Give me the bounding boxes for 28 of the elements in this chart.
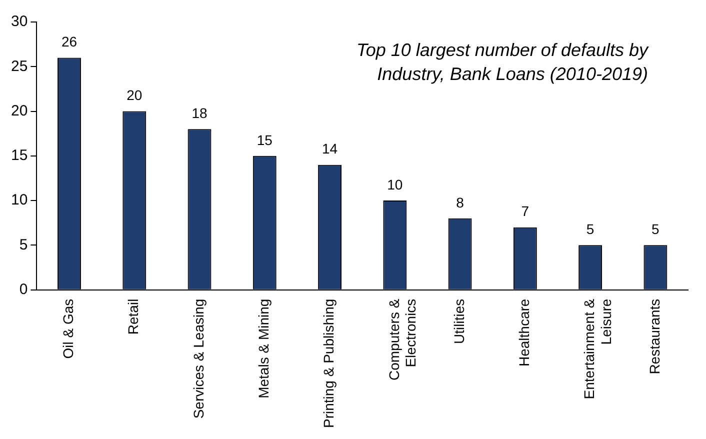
x-tick-label: Restaurants [646, 298, 662, 374]
data-label: 5 [652, 221, 660, 238]
y-tick-label: 30 [10, 13, 28, 30]
text: Top 10 largest number of defaults by Industry, Bank Loans (2010-2019) [356, 40, 649, 84]
x-tick-label: Oil & Gas [60, 298, 76, 359]
data-label: 7 [521, 203, 530, 220]
y-tick-label: 25 [10, 58, 28, 75]
y-tick-label: 0 [19, 280, 28, 298]
x-tick-label: Utilities [450, 298, 467, 344]
x-tick-label: Metals & Mining [256, 298, 272, 398]
data-label: 8 [456, 194, 464, 210]
x-tick-label: Healthcare [516, 298, 532, 367]
x-tick-label: Printing & Publishing [320, 298, 337, 428]
data-label: 26 [61, 34, 78, 50]
y-tick-label: 5 [19, 236, 28, 254]
data-label: 5 [586, 221, 594, 238]
y-tick-label: 20 [10, 102, 28, 120]
data-label: 10 [387, 176, 403, 192]
data-label: 14 [322, 140, 338, 157]
x-tick-label: Computers & Electronics [386, 298, 419, 381]
x-tick-label: Services & Leasing [190, 298, 206, 419]
y-tick-label: 15 [10, 147, 28, 164]
x-tick-label: Retail [125, 298, 142, 335]
data-label: 20 [126, 87, 142, 104]
x-tick-label: Entertainment & Leisure [581, 298, 614, 400]
data-label: 15 [256, 132, 273, 148]
data-label: 18 [192, 104, 208, 121]
y-tick-label: 10 [10, 192, 28, 209]
